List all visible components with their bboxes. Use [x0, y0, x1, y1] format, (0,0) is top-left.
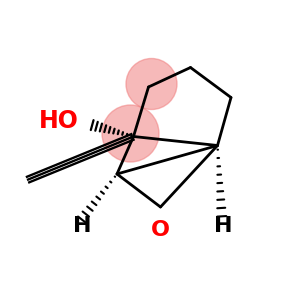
- Text: HO: HO: [39, 110, 78, 134]
- Text: O: O: [151, 220, 170, 239]
- Text: H: H: [73, 217, 92, 236]
- Text: H: H: [214, 217, 233, 236]
- Circle shape: [102, 105, 159, 162]
- Circle shape: [126, 58, 177, 110]
